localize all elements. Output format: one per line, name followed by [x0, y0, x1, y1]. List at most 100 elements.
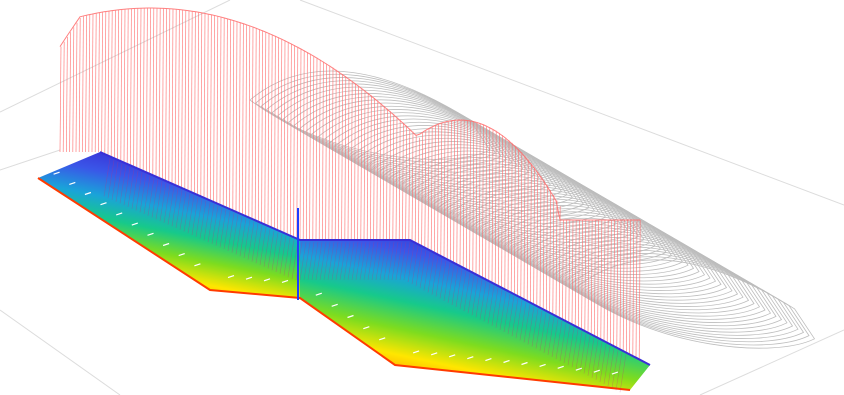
profile-line — [421, 132, 423, 247]
surface-hatch-line — [567, 327, 575, 366]
surface-hatch-line — [495, 289, 503, 328]
surface-hatch-line — [455, 268, 463, 308]
profile-line — [456, 120, 459, 265]
edge-tick — [611, 371, 619, 375]
surface-hatch-line — [539, 312, 547, 351]
profile-line — [603, 219, 606, 341]
surface-hatch-line — [123, 167, 131, 206]
surface-hatch-line — [383, 241, 391, 281]
surface-hatch-line — [179, 191, 187, 230]
profile-line — [277, 37, 279, 231]
surface-hatch-line — [119, 165, 127, 204]
surface-hatch-line — [427, 254, 435, 293]
surface-hatch-line — [571, 329, 579, 368]
profile-line — [482, 124, 484, 278]
surface-hatch-line — [411, 246, 419, 285]
surface-hatch-line — [439, 260, 447, 299]
cross-section-outline — [546, 243, 788, 333]
surface-hatch-line — [147, 177, 155, 216]
cross-section-outline — [552, 246, 794, 336]
profile-line — [322, 61, 324, 241]
surface-hatch-line — [511, 298, 519, 337]
profile-line — [162, 8, 164, 180]
surface-hatch-line — [471, 277, 479, 316]
surface-hatch-line — [619, 354, 627, 393]
profile-line — [584, 219, 587, 331]
profile-line — [69, 32, 71, 153]
profile-line — [613, 219, 615, 346]
profile-line — [165, 8, 167, 181]
profile-line — [88, 14, 91, 153]
profile-line — [514, 145, 516, 295]
profile-line — [219, 16, 222, 205]
profile-line — [251, 26, 254, 219]
profile-line — [574, 219, 577, 326]
surface-hatch-line — [431, 256, 439, 295]
profile-line — [411, 131, 414, 242]
colored-terrain-surface[interactable] — [37, 151, 651, 391]
profile-line — [149, 7, 151, 174]
surface-hatch-line — [599, 343, 607, 382]
surface-hatch-line — [187, 195, 195, 234]
profile-line — [459, 119, 462, 267]
edge-tick — [449, 354, 456, 358]
profile-line — [571, 219, 574, 325]
profile-line — [552, 195, 555, 315]
profile-line — [434, 125, 436, 253]
profile-line — [286, 41, 289, 235]
profile-line — [418, 137, 420, 245]
profile-line — [475, 122, 478, 275]
profile-line — [635, 219, 638, 358]
profile-line — [488, 127, 491, 282]
surface-hatch-line — [527, 306, 535, 345]
edge-tick — [431, 352, 438, 356]
edge-tick — [557, 365, 564, 369]
grid-line — [0, 309, 121, 395]
surface-hatch-line — [379, 241, 387, 281]
surface-hatch-line — [387, 241, 395, 281]
profile-line — [226, 18, 228, 208]
surface-hatch-line — [375, 241, 383, 281]
profile-line — [491, 128, 494, 283]
profile-line — [232, 20, 235, 211]
edge-tick — [467, 356, 474, 360]
profile-line — [62, 41, 65, 153]
surface-hatch-line — [327, 241, 335, 281]
profile-line — [206, 13, 209, 200]
profile-line — [507, 140, 510, 292]
surface-hatch-line — [127, 168, 135, 208]
profile-line — [334, 69, 337, 241]
cross-section-outline — [524, 230, 766, 320]
profile-line — [261, 30, 263, 224]
surface-hatch-line — [443, 262, 451, 301]
profile-line — [168, 8, 171, 183]
profile-line — [293, 45, 295, 238]
surface-hatch-line — [111, 161, 119, 200]
profile-line — [622, 219, 625, 351]
surface-hatch-line — [191, 197, 199, 236]
profile-line — [104, 11, 107, 155]
profile-line — [85, 15, 87, 153]
profile-line — [78, 17, 81, 153]
profile-line — [360, 87, 363, 241]
profile-line — [565, 219, 567, 321]
surface-hatch-line — [415, 248, 423, 287]
profile-line — [194, 11, 196, 194]
profile-line — [354, 83, 356, 241]
profile-line — [146, 7, 148, 173]
surface-hatch-line — [139, 174, 147, 213]
surface-hatch-line — [491, 287, 499, 326]
profile-line — [283, 40, 286, 234]
cross-section-outline — [447, 185, 689, 275]
edge-tick — [347, 314, 354, 319]
profile-line — [472, 121, 475, 273]
surface-hatch-line — [143, 175, 151, 215]
cross-section-outline — [475, 201, 717, 291]
profile-line — [430, 127, 433, 252]
surface-hatch-line — [479, 281, 487, 320]
profile-line — [530, 163, 532, 303]
profile-line — [98, 12, 100, 153]
cross-section-outline — [502, 217, 744, 307]
